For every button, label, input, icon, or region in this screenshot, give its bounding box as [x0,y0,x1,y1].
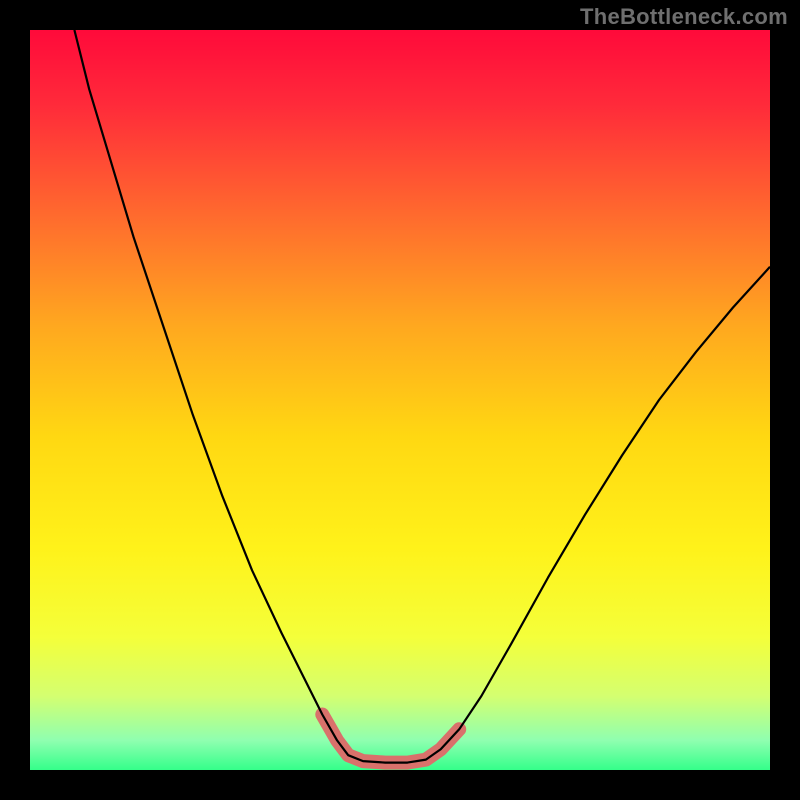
bottleneck-chart [0,0,800,800]
chart-container: TheBottleneck.com [0,0,800,800]
watermark-text: TheBottleneck.com [580,4,788,30]
